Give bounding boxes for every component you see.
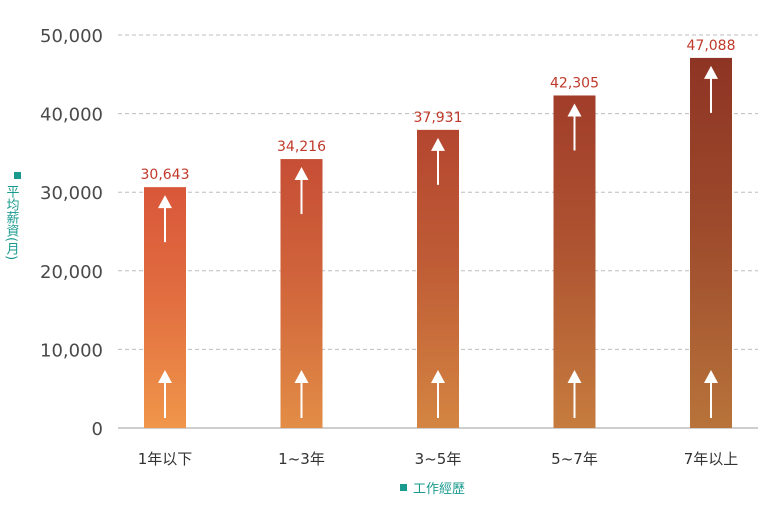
y-axis-title: 平均薪資(月) <box>4 172 21 260</box>
y-tick-label: 0 <box>92 419 103 440</box>
arrow-up-icon <box>567 370 582 418</box>
bar <box>690 57 732 429</box>
y-tick-label: 30,000 <box>40 183 103 204</box>
x-tick-label: 3~5年 <box>415 450 462 468</box>
bars <box>144 57 732 429</box>
x-tick-label: 1年以下 <box>138 450 193 468</box>
x-tick-label: 7年以上 <box>684 450 739 468</box>
x-tick-label: 1~3年 <box>278 450 325 468</box>
y-tick-label: 10,000 <box>40 340 103 361</box>
arrow-up-icon <box>158 370 172 418</box>
data-label: 34,216 <box>277 139 326 155</box>
bar <box>553 95 596 428</box>
arrow-up-icon <box>704 370 718 418</box>
y-axis-legend-marker <box>14 172 21 179</box>
data-label: 47,088 <box>687 38 736 54</box>
data-labels: 30,643 34,216 37,931 42,305 47,088 <box>141 38 736 183</box>
bar-rect <box>690 57 732 429</box>
data-label: 42,305 <box>550 75 599 91</box>
x-axis-label: 工作經歷 <box>413 482 465 497</box>
y-tick-label: 20,000 <box>40 262 103 283</box>
bar <box>417 129 459 428</box>
bar <box>144 187 186 428</box>
arrow-up-icon <box>431 137 445 185</box>
y-axis-ticks: 0 10,000 20,000 30,000 40,000 50,000 <box>40 26 103 440</box>
grid-lines <box>118 34 758 429</box>
arrow-up-icon <box>704 65 718 113</box>
arrow-up-icon <box>294 370 309 418</box>
arrow-up-icon <box>158 195 172 243</box>
x-tick-label: 5~7年 <box>551 450 598 468</box>
y-tick-label: 50,000 <box>40 26 103 47</box>
x-axis-legend-marker <box>400 484 407 491</box>
x-axis-ticks: 1年以下 1~3年 3~5年 5~7年 7年以上 <box>138 450 739 468</box>
arrow-up-icon <box>431 370 445 418</box>
arrow-up-icon <box>294 167 309 215</box>
data-label: 30,643 <box>141 167 190 183</box>
arrow-up-icon <box>567 103 582 151</box>
data-label: 37,931 <box>414 110 463 126</box>
x-axis-title: 工作經歷 <box>400 482 465 497</box>
y-axis-label: 平均薪資(月) <box>4 185 20 260</box>
bar <box>280 159 323 428</box>
y-tick-label: 40,000 <box>40 105 103 126</box>
